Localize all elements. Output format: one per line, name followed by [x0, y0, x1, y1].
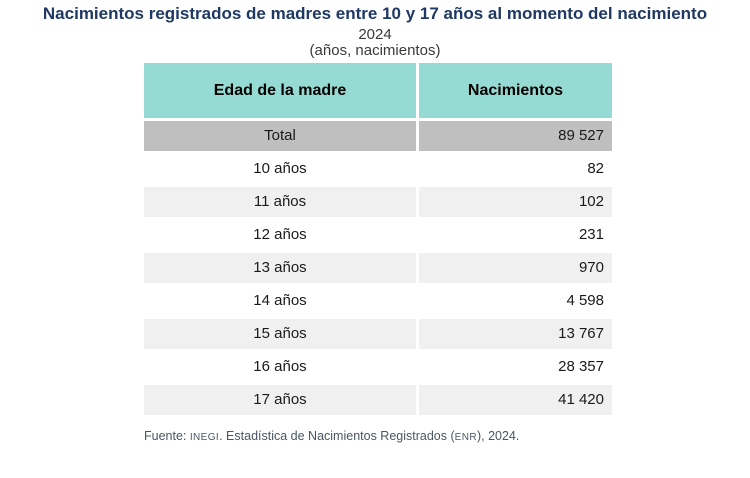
header-cell-age: Edad de la madre — [144, 63, 416, 118]
source-org: INEGI — [189, 432, 220, 443]
table-row: 15 años 13 767 — [144, 319, 612, 349]
row-value: 231 — [419, 220, 612, 250]
table-row: 12 años 231 — [144, 220, 612, 250]
row-value: 82 — [419, 154, 612, 184]
row-label: Total — [144, 121, 416, 151]
row-label: 14 años — [144, 286, 416, 316]
row-label: 17 años — [144, 385, 416, 415]
row-value: 41 420 — [419, 385, 612, 415]
table-row: 17 años 41 420 — [144, 385, 612, 415]
data-table: Edad de la madre Nacimientos Total 89 52… — [144, 63, 612, 418]
row-value: 4 598 — [419, 286, 612, 316]
row-label: 10 años — [144, 154, 416, 184]
row-value: 28 357 — [419, 352, 612, 382]
table-row: 16 años 28 357 — [144, 352, 612, 382]
table-row: 13 años 970 — [144, 253, 612, 283]
row-label: 11 años — [144, 187, 416, 217]
source-abbr: ENR — [454, 432, 477, 443]
page-title: Nacimientos registrados de madres entre … — [42, 4, 708, 23]
source-note: Fuente: INEGI. Estadística de Nacimiento… — [144, 429, 519, 443]
row-value: 13 767 — [419, 319, 612, 349]
row-value: 89 527 — [419, 121, 612, 151]
total-row: Total 89 527 — [144, 121, 612, 151]
row-label: 15 años — [144, 319, 416, 349]
subtitle-units: (años, nacimientos) — [309, 42, 441, 59]
table-row: 11 años 102 — [144, 187, 612, 217]
table-header: Edad de la madre Nacimientos — [144, 63, 612, 118]
header-cell-births: Nacimientos — [419, 63, 612, 118]
row-value: 102 — [419, 187, 612, 217]
subtitle-year: 2024 — [358, 26, 392, 43]
source-suffix: ), 2024. — [476, 429, 520, 443]
table-row: 10 años 82 — [144, 154, 612, 184]
row-value: 970 — [419, 253, 612, 283]
source-prefix: Fuente: — [144, 429, 190, 443]
row-label: 13 años — [144, 253, 416, 283]
row-label: 16 años — [144, 352, 416, 382]
row-label: 12 años — [144, 220, 416, 250]
table-row: 14 años 4 598 — [144, 286, 612, 316]
source-middle: . Estadística de Nacimientos Registrados… — [219, 429, 455, 443]
